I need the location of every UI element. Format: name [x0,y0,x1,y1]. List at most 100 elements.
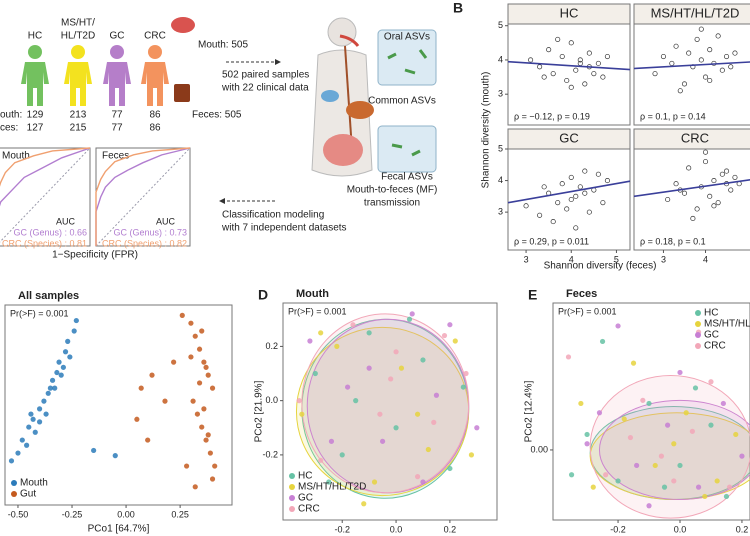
point [707,77,713,84]
point [312,370,318,377]
point [702,493,708,500]
point [162,398,168,404]
legend-marker [695,321,701,327]
point [203,437,209,443]
point [299,411,305,417]
annotation: Pr(>F) = 0.001 [288,306,347,316]
point [726,484,733,490]
legend-label: CRC [298,504,320,515]
group-label: HC [28,31,42,42]
legend-marker [11,480,17,486]
legend-marker [11,491,17,497]
point [728,64,734,70]
point [568,472,575,478]
point [615,323,621,329]
point [728,187,734,193]
legend-marker [289,506,295,512]
fecal-asvs: Fecal ASVs [381,172,433,183]
point [568,84,574,90]
point [600,74,606,80]
point [564,206,570,212]
auc-title: AUC [156,216,176,226]
x-tick-label: -0.2 [610,524,626,534]
point [199,328,205,334]
point [715,200,721,206]
point [414,474,421,480]
point [326,479,332,485]
point [409,311,415,317]
y-tick-label: -0.2 [262,449,278,459]
point [621,416,627,422]
trend-line [507,60,631,71]
point [707,193,713,199]
point [474,425,480,431]
point [702,149,709,155]
roc-curve [0,147,91,207]
point [24,442,30,448]
reference-line [95,147,191,247]
point [690,215,696,221]
point [652,462,658,469]
point [393,425,399,431]
point [573,67,579,73]
point [149,372,155,378]
x-tick-label: 0.0 [390,524,403,534]
point [537,64,543,70]
mouth-count: 86 [149,110,161,121]
point [19,437,25,443]
x-tick-label: -0.25 [62,509,83,519]
axis-label: Shannon diversity (feces) [544,261,657,272]
person-body [103,62,131,106]
transmission-text: Mouth-to-feces (MF) [347,185,438,196]
panel-label: B [453,0,463,16]
panel-title: Feces [566,288,597,300]
point [582,190,588,196]
point [577,57,583,63]
panel-label: D [258,287,268,303]
point [15,450,21,456]
point [41,398,47,404]
point [184,463,190,469]
annotation: ρ = −0.12, p = 0.19 [514,111,590,121]
feces-count: 77 [111,123,123,134]
plot-frame [633,23,750,126]
point [669,60,675,66]
step-text: 502 paired samples [222,70,309,81]
legend-label: Gut [20,489,36,500]
group-label: GC [110,31,125,42]
point [683,410,689,416]
point [711,203,717,209]
mouth-count: 77 [111,110,123,121]
plot-frame [507,23,631,126]
step-text: with 7 independent datasets [221,223,347,234]
point [724,53,730,60]
legend-label: GC [704,330,719,341]
legend-marker [695,332,701,338]
point [652,71,658,77]
facet-title: GC [559,130,579,145]
point [452,338,458,344]
point [67,354,73,360]
point [694,206,700,212]
point [54,369,60,376]
point [371,479,378,485]
point [199,424,205,430]
annotation: ρ = 0.29, p = 0.011 [514,236,589,246]
row-label: ces: [0,123,18,134]
x-tick-label: -0.2 [334,524,350,534]
point [188,320,194,326]
point [603,472,609,478]
point [723,493,730,500]
point [209,476,216,482]
point [586,209,592,215]
point [350,322,356,328]
point [209,385,216,391]
point [56,359,62,365]
person-body [21,62,49,106]
trend-line [633,61,750,70]
point [541,184,547,190]
point [52,385,58,391]
point [660,53,666,60]
point [586,50,592,56]
point [646,503,652,509]
